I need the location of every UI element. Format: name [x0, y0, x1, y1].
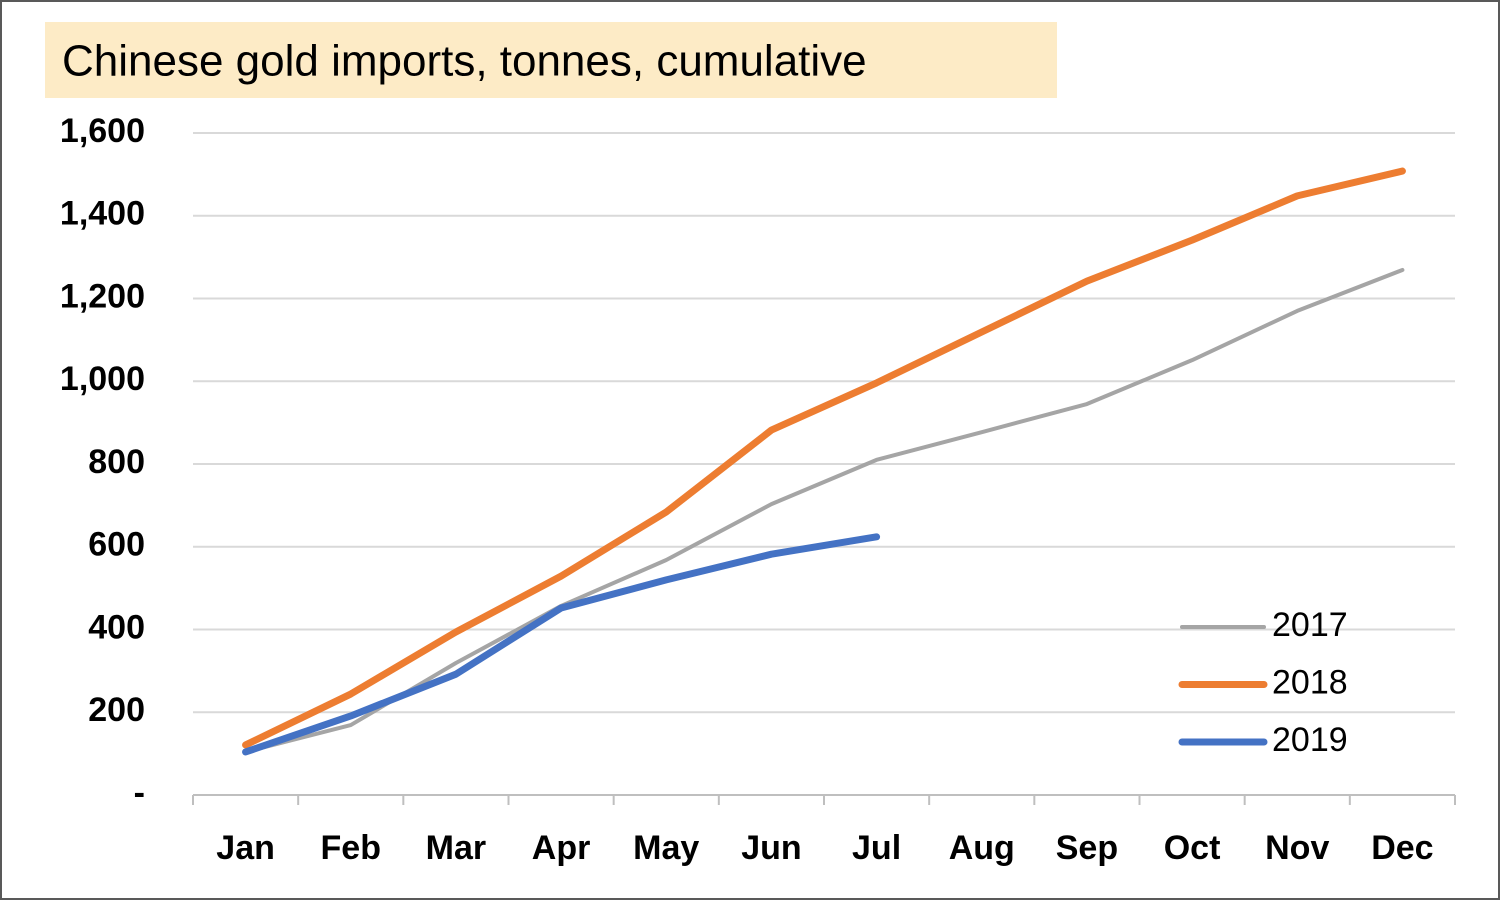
series-line	[243, 267, 1405, 754]
y-tick-label: 1,600	[60, 112, 145, 150]
title-box	[45, 22, 1057, 98]
y-tick-label: 1,000	[60, 360, 145, 398]
x-tick-label: Jan	[216, 829, 275, 867]
x-tick-label: Sep	[1056, 829, 1118, 867]
x-tick-label: Feb	[321, 829, 381, 867]
y-tick-label: 400	[88, 608, 145, 646]
y-tick-label: 200	[88, 691, 145, 729]
y-tick-label: 600	[88, 526, 145, 564]
y-tick-label: 800	[88, 443, 145, 481]
series-line	[242, 167, 1406, 749]
legend-label: 2017	[1272, 606, 1348, 644]
y-tick-label: -	[134, 774, 145, 812]
series-line	[242, 533, 881, 756]
y-tick-label: 1,400	[60, 195, 145, 233]
x-tick-label: Apr	[532, 829, 591, 867]
x-tick-label: May	[633, 829, 699, 867]
legend-label: 2019	[1272, 721, 1348, 759]
x-tick-label: Mar	[426, 829, 486, 867]
chart-title: Chinese gold imports, tonnes, cumulative	[62, 37, 867, 86]
x-tick-label: Jun	[741, 829, 801, 867]
y-tick-label: 1,200	[60, 277, 145, 315]
x-tick-label: Aug	[949, 829, 1015, 867]
legend-label: 2018	[1272, 663, 1348, 701]
x-tick-label: Oct	[1164, 829, 1221, 867]
x-tick-label: Jul	[852, 829, 901, 867]
x-tick-label: Dec	[1371, 829, 1433, 867]
x-tick-label: Nov	[1265, 829, 1329, 867]
